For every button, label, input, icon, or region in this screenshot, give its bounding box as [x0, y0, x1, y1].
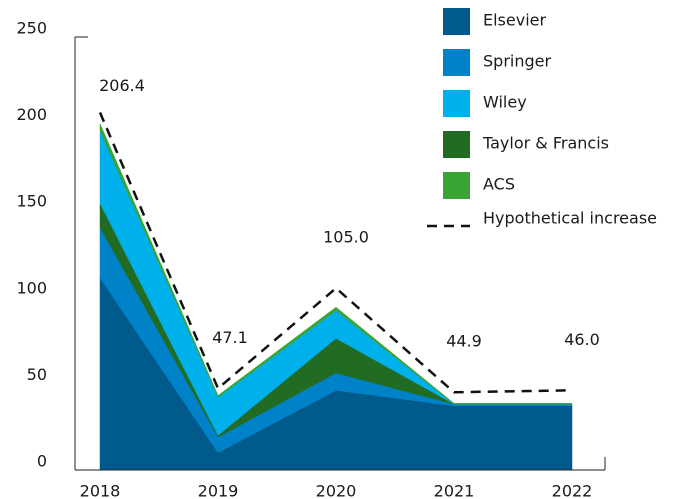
legend-label: Hypothetical increase	[483, 209, 657, 228]
data-label: 46.0	[564, 330, 600, 349]
y-tick-label: 0	[37, 452, 47, 471]
x-tick-label: 2021	[434, 482, 475, 499]
data-label: 206.4	[99, 76, 145, 95]
legend-label: ACS	[483, 175, 515, 194]
legend-label: Wiley	[483, 93, 527, 112]
area	[99, 123, 573, 405]
legend-label: Springer	[483, 52, 551, 71]
legend-label: Elsevier	[483, 11, 546, 30]
legend-swatch	[443, 131, 470, 158]
x-tick-label: 2019	[198, 482, 239, 499]
line	[98, 112, 573, 394]
x-tick-label: 2018	[80, 482, 121, 499]
legend-swatch	[443, 49, 470, 76]
data-label: 47.1	[212, 328, 248, 347]
x-tick-label: 2022	[552, 482, 593, 499]
y-tick-label: 200	[16, 105, 47, 124]
y-tick-label: 100	[16, 278, 47, 297]
data-label: 105.0	[323, 228, 369, 247]
legend-swatch	[443, 172, 470, 199]
y-tick-label: 50	[27, 365, 47, 384]
data-label: 44.9	[446, 332, 482, 351]
y-tick-label: 250	[16, 19, 47, 38]
y-tick-label: 150	[16, 192, 47, 211]
legend-swatch	[443, 90, 470, 117]
x-tick-label: 2020	[316, 482, 357, 499]
legend-swatch	[443, 8, 470, 35]
legend-label: Taylor & Francis	[482, 134, 609, 153]
